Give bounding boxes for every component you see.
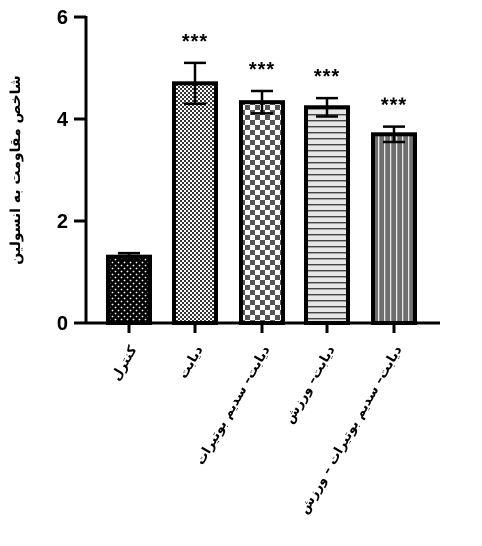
bars: *** *** *** ***: [106, 31, 417, 326]
bar-group: ***: [371, 95, 417, 325]
significance-label: ***: [249, 59, 275, 81]
category-label: دیابت– سدیم بوتیرات: [193, 343, 274, 468]
y-tick-label: 4: [57, 109, 69, 131]
bar-group: ***: [239, 59, 285, 325]
bar: [371, 132, 417, 325]
bar-group: ***: [172, 31, 218, 325]
category-label: دیابت– ورزش: [282, 343, 339, 426]
bar-group: [106, 251, 152, 326]
bar-group: ***: [304, 66, 350, 325]
significance-label: ***: [381, 95, 407, 117]
category-label: دیابت: [176, 343, 207, 381]
y-axis: 0 2 4 6: [57, 7, 88, 335]
bar: [304, 105, 350, 325]
y-tick-label: 0: [57, 313, 68, 335]
y-tick-label: 6: [57, 7, 68, 29]
y-axis-title: شاخص مقاومت به انسولین: [8, 75, 24, 264]
category-label: کنترل: [109, 343, 141, 383]
significance-label: ***: [314, 66, 340, 88]
bar: [239, 100, 285, 325]
y-tick-label: 2: [57, 211, 68, 233]
bar: [106, 254, 152, 326]
bar: [172, 81, 218, 325]
significance-label: ***: [182, 31, 208, 53]
